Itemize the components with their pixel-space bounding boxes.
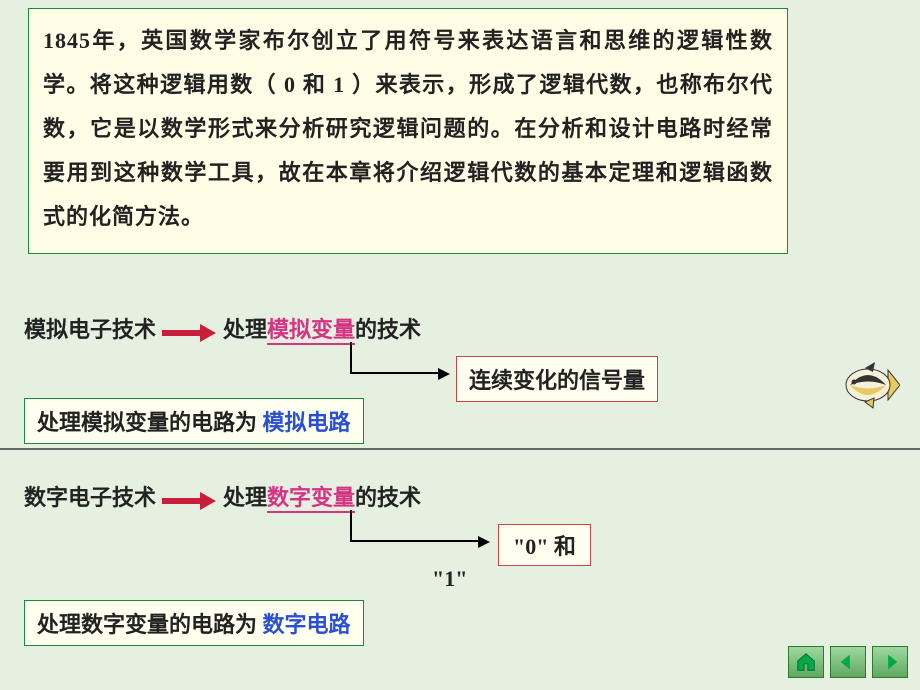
analog-circuit-box: 处理模拟变量的电路为 模拟电路 — [24, 398, 364, 444]
next-icon — [879, 651, 901, 673]
nav-controls — [788, 646, 908, 678]
arrow-icon — [162, 327, 218, 337]
fish-icon — [840, 360, 900, 410]
digital-circuit-name: 数字电路 — [263, 612, 351, 637]
digital-line: 数字电子技术 处理数字变量的技术 — [24, 480, 421, 512]
analog-mid-suffix: 的技术 — [355, 317, 421, 342]
home-button[interactable] — [788, 646, 824, 678]
analog-mid-prefix: 处理 — [223, 317, 267, 342]
intro-paragraph: 1845年，英国数学家布尔创立了用符号来表达语言和思维的逻辑性数学。将这种逻辑用… — [28, 8, 788, 254]
analog-left: 模拟电子技术 — [24, 317, 156, 342]
analog-circuit-name: 模拟电路 — [263, 410, 351, 435]
bracket-connector — [350, 510, 480, 542]
prev-icon — [837, 651, 859, 673]
arrowhead-icon — [478, 536, 490, 548]
digital-signal-text1: "0" 和 — [513, 534, 576, 559]
next-button[interactable] — [872, 646, 908, 678]
digital-mid-prefix: 处理 — [223, 485, 267, 510]
digital-signal-box: "0" 和 — [498, 524, 591, 566]
digital-left: 数字电子技术 — [24, 485, 156, 510]
analog-signal-box: 连续变化的信号量 — [456, 356, 658, 402]
prev-button[interactable] — [830, 646, 866, 678]
digital-circuit-box: 处理数字变量的电路为 数字电路 — [24, 600, 364, 646]
digital-key: 数字变量 — [267, 485, 355, 513]
analog-key: 模拟变量 — [267, 317, 355, 345]
analog-signal-text: 连续变化的信号量 — [469, 368, 645, 393]
digital-signal-text2: "1" — [432, 566, 467, 592]
bracket-connector — [350, 342, 440, 374]
divider-line — [0, 448, 920, 450]
arrowhead-icon — [438, 368, 450, 380]
home-icon — [795, 651, 817, 673]
analog-line: 模拟电子技术 处理模拟变量的技术 — [24, 312, 421, 344]
analog-circuit-prefix: 处理模拟变量的电路为 — [37, 410, 257, 435]
digital-circuit-prefix: 处理数字变量的电路为 — [37, 612, 257, 637]
arrow-icon — [162, 495, 218, 505]
digital-mid-suffix: 的技术 — [355, 485, 421, 510]
